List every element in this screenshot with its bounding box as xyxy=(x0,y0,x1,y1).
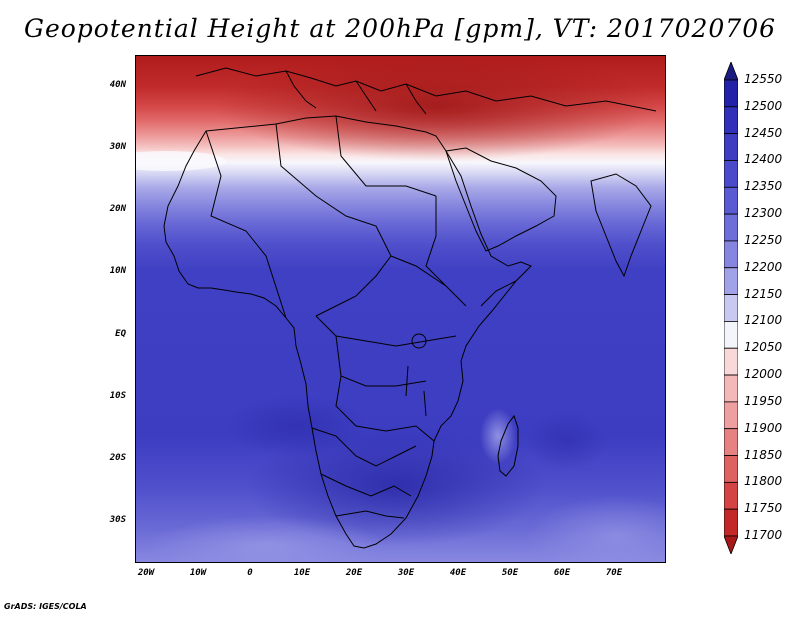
colorbar-swatch xyxy=(724,428,738,456)
colorbar-label: 12250 xyxy=(744,232,783,247)
grads-credit: GrADS: IGES/COLA xyxy=(4,602,87,611)
colorbar-swatch xyxy=(724,240,738,269)
lon-tick-70e: 70E xyxy=(605,568,623,578)
colorbar-label: 11700 xyxy=(744,528,783,542)
lon-tick-50e: 50E xyxy=(501,568,519,578)
colorbar-swatch xyxy=(724,213,738,242)
colorbar-label: 12500 xyxy=(744,98,783,113)
lat-tick-40n: 40N xyxy=(109,80,126,90)
lat-tick-30n: 30N xyxy=(109,142,126,152)
colorbar-top-arrow xyxy=(724,62,738,81)
colorbar-label: 12350 xyxy=(744,179,783,194)
map-canvas xyxy=(136,56,665,562)
europe-coastline xyxy=(195,67,657,112)
chart-title: Geopotential Height at 200hPa [gpm], VT:… xyxy=(23,14,777,43)
subtropical-high-area xyxy=(216,56,656,161)
white-tongue xyxy=(136,151,226,171)
colorbar-label: 12450 xyxy=(744,125,783,140)
india-coastline xyxy=(590,173,652,278)
colorbar-swatch xyxy=(724,401,738,430)
colorbar-label: 11950 xyxy=(744,393,783,408)
colorbar-label: 12100 xyxy=(744,313,783,328)
colorbar-label: 12550 xyxy=(744,72,783,86)
colorbar-swatch xyxy=(724,347,738,376)
lat-tick-20s: 20S xyxy=(109,453,126,463)
colorbar-label: 12150 xyxy=(744,286,783,301)
colorbar-swatch xyxy=(724,508,738,537)
lon-tick-30e: 30E xyxy=(397,568,415,578)
colorbar-swatch xyxy=(724,481,738,510)
colorbar-swatch xyxy=(724,455,738,483)
lon-tick-40e: 40E xyxy=(449,568,467,578)
colorbar-swatch xyxy=(724,186,738,215)
colorbar-label: 12050 xyxy=(744,340,783,355)
lon-tick-20w: 20W xyxy=(137,568,155,578)
colorbar-swatch xyxy=(724,106,738,135)
colorbar-swatch xyxy=(724,133,738,161)
lat-tick-30s: 30S xyxy=(109,515,126,525)
coastlines xyxy=(163,67,657,549)
colorbar-label: 12000 xyxy=(744,367,783,382)
lon-tick-20e: 20E xyxy=(345,568,363,578)
lat-tick-20n: 20N xyxy=(109,204,126,214)
colorbar-label: 11750 xyxy=(744,501,783,516)
arabia-coastline xyxy=(445,147,557,252)
southern-high-area xyxy=(246,426,546,546)
colorbar-bottom-arrow xyxy=(724,535,738,554)
lon-tick-60e: 60E xyxy=(553,568,571,578)
lon-tick-10e: 10E xyxy=(293,568,311,578)
colorbar-label: 11850 xyxy=(744,447,783,462)
colorbar-swatch xyxy=(724,160,738,188)
colorbar xyxy=(724,62,738,554)
map-panel xyxy=(135,55,666,563)
lat-tick-10s: 10S xyxy=(109,391,126,401)
madagascar-pale-patch xyxy=(480,408,516,464)
colorbar-label: 12400 xyxy=(744,152,783,167)
colorbar-swatch xyxy=(724,374,738,403)
colorbar-label: 12200 xyxy=(744,259,783,274)
madagascar-coastline xyxy=(497,414,519,477)
colorbar-label: 12300 xyxy=(744,206,783,221)
colorbar-swatch xyxy=(724,267,738,295)
lat-tick-10n: 10N xyxy=(109,266,126,276)
colorbar-label: 11800 xyxy=(744,474,783,489)
lon-tick-10w: 10W xyxy=(189,568,207,578)
colorbar-swatch xyxy=(724,79,738,108)
colorbar-swatch xyxy=(724,321,738,349)
africa-coastline xyxy=(163,115,532,549)
colorbar-label: 11900 xyxy=(744,420,783,435)
colorbar-swatch xyxy=(724,294,738,322)
lon-tick-0: 0 xyxy=(247,568,253,578)
lat-tick-eq: EQ xyxy=(115,329,126,339)
